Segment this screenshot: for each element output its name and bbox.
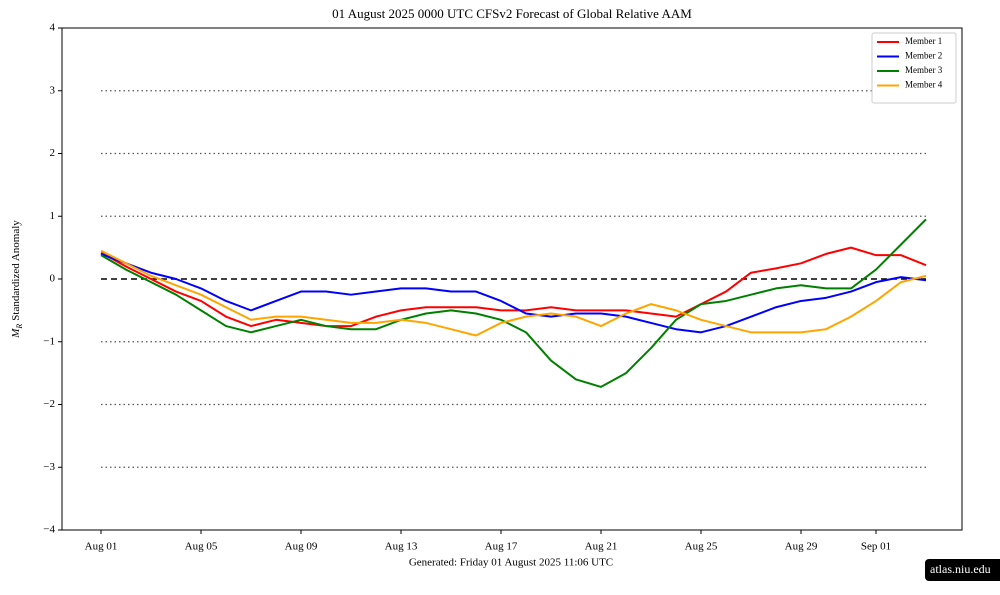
y-label-subscript: R — [15, 324, 24, 330]
y-axis-label: MR Standardized Anomaly — [10, 220, 25, 339]
series-line — [100, 218, 927, 388]
series-line — [100, 249, 927, 337]
x-tick-label: Aug 29 — [785, 541, 818, 553]
legend-label: Member 2 — [905, 51, 942, 61]
y-tick-label: 2 — [50, 147, 56, 159]
y-tick-label: −2 — [43, 398, 55, 410]
y-label-text: Standardized Anomaly — [10, 220, 22, 321]
x-tick-label: Aug 05 — [185, 541, 218, 553]
y-tick-label: −4 — [43, 524, 55, 536]
watermark: atlas.niu.edu — [930, 562, 991, 576]
x-tick-label: Sep 01 — [861, 541, 891, 553]
x-tick-label: Aug 13 — [385, 541, 418, 553]
series-line — [100, 252, 927, 334]
legend-label: Member 3 — [905, 65, 943, 75]
y-tick-label: 1 — [50, 210, 56, 222]
y-tick-label: 0 — [50, 273, 56, 285]
legend-label: Member 1 — [905, 36, 942, 46]
y-tick-label: −1 — [43, 335, 55, 347]
y-tick-label: 3 — [50, 84, 56, 96]
legend-label: Member 4 — [905, 80, 943, 90]
watermark-box — [925, 559, 1000, 581]
y-tick-label: −3 — [43, 461, 55, 473]
footer: Generated: Friday 01 August 2025 11:06 U… — [409, 557, 613, 569]
chart-title: 01 August 2025 0000 UTC CFSv2 Forecast o… — [332, 6, 692, 21]
x-tick-label: Aug 09 — [285, 541, 318, 553]
x-tick-label: Aug 21 — [585, 541, 618, 553]
x-tick-label: Aug 25 — [685, 541, 718, 553]
x-tick-label: Aug 17 — [485, 541, 518, 553]
y-tick-label: 4 — [50, 22, 56, 34]
series-line — [100, 246, 927, 328]
y-label-symbol: M — [10, 328, 22, 339]
x-tick-label: Aug 01 — [85, 541, 118, 553]
